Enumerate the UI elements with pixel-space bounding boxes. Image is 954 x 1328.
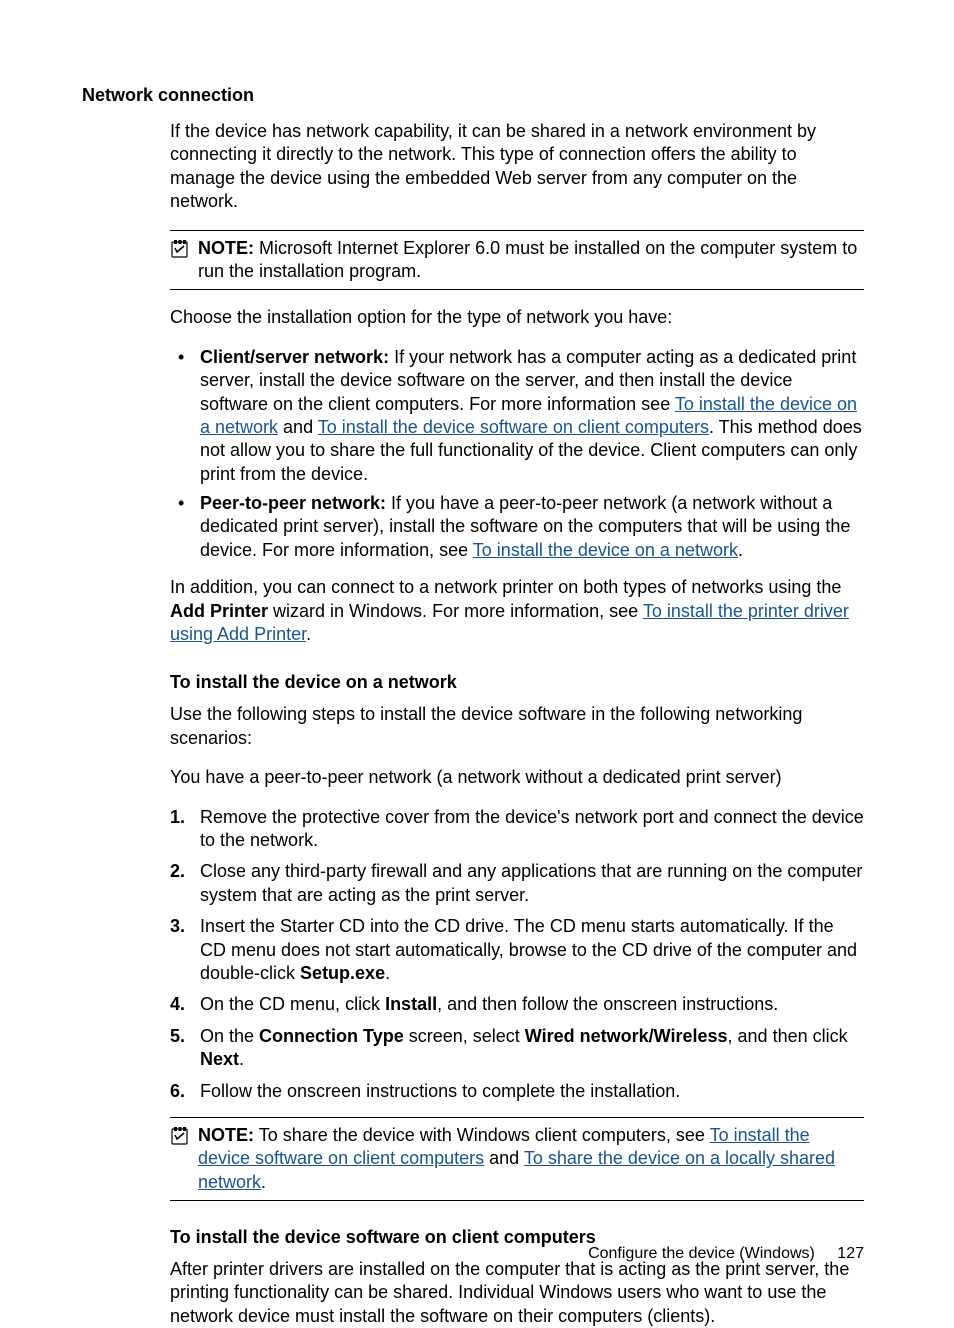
step-text: , and then click xyxy=(728,1026,848,1046)
step-text: Insert the Starter CD into the CD drive.… xyxy=(200,916,857,983)
note-text: To share the device with Windows client … xyxy=(259,1125,710,1145)
text: . xyxy=(306,624,311,644)
step-text: . xyxy=(385,963,390,983)
text: wizard in Windows. For more information,… xyxy=(268,601,643,621)
step-item: On the Connection Type screen, select Wi… xyxy=(170,1025,864,1072)
subheading-install-network: To install the device on a network xyxy=(170,672,864,693)
note-icon xyxy=(170,1126,190,1146)
bold-text: Install xyxy=(385,994,437,1014)
text: In addition, you can connect to a networ… xyxy=(170,577,841,597)
step-text: On the CD menu, click xyxy=(200,994,385,1014)
install-steps-list: Remove the protective cover from the dev… xyxy=(170,806,864,1103)
note-text: and xyxy=(484,1148,524,1168)
step-text: , and then follow the onscreen instructi… xyxy=(437,994,778,1014)
bullet-label: Client/server network: xyxy=(200,347,389,367)
page-footer: Configure the device (Windows) 127 xyxy=(588,1245,864,1263)
network-type-list: Client/server network: If your network h… xyxy=(170,346,864,563)
footer-text: Configure the device (Windows) xyxy=(588,1245,815,1262)
after-bullets-paragraph: In addition, you can connect to a networ… xyxy=(170,576,864,646)
page-number: 127 xyxy=(837,1245,864,1262)
bold-text: Add Printer xyxy=(170,601,268,621)
note-box-1: NOTE: Microsoft Internet Explorer 6.0 mu… xyxy=(170,230,864,291)
note-box-2: NOTE: To share the device with Windows c… xyxy=(170,1117,864,1201)
bullet-text: and xyxy=(278,417,318,437)
bold-text: Connection Type xyxy=(259,1026,404,1046)
note-label: NOTE: xyxy=(198,1125,254,1145)
link-install-client[interactable]: To install the device software on client… xyxy=(318,417,709,437)
bold-text: Setup.exe xyxy=(300,963,385,983)
step-item: Remove the protective cover from the dev… xyxy=(170,806,864,853)
note-label: NOTE: xyxy=(198,238,254,258)
bullet-label: Peer-to-peer network: xyxy=(200,493,386,513)
step-text: screen, select xyxy=(404,1026,525,1046)
note-icon xyxy=(170,239,190,259)
note-2-content: NOTE: To share the device with Windows c… xyxy=(198,1124,864,1194)
step-item: Insert the Starter CD into the CD drive.… xyxy=(170,915,864,985)
step-item: On the CD menu, click Install, and then … xyxy=(170,993,864,1016)
sub1-p2: You have a peer-to-peer network (a netwo… xyxy=(170,766,864,789)
page-content: Network connection If the device has net… xyxy=(0,0,954,1328)
note-text: . xyxy=(261,1172,266,1192)
step-text: On the xyxy=(200,1026,259,1046)
note-1-content: NOTE: Microsoft Internet Explorer 6.0 mu… xyxy=(198,237,864,284)
bold-text: Next xyxy=(200,1049,239,1069)
choose-text: Choose the installation option for the t… xyxy=(170,306,864,329)
step-item: Close any third-party firewall and any a… xyxy=(170,860,864,907)
link-install-network[interactable]: To install the device on a network xyxy=(473,540,738,560)
bold-text: Wired network/Wireless xyxy=(525,1026,728,1046)
step-text: . xyxy=(239,1049,244,1069)
sub1-p1: Use the following steps to install the d… xyxy=(170,703,864,750)
step-item: Follow the onscreen instructions to comp… xyxy=(170,1080,864,1103)
sub2-p1: After printer drivers are installed on t… xyxy=(170,1258,864,1328)
section-heading: Network connection xyxy=(82,85,864,106)
list-item: Peer-to-peer network: If you have a peer… xyxy=(170,492,864,562)
intro-paragraph: If the device has network capability, it… xyxy=(170,120,864,214)
list-item: Client/server network: If your network h… xyxy=(170,346,864,486)
note-text: Microsoft Internet Explorer 6.0 must be … xyxy=(198,238,857,281)
bullet-text: . xyxy=(738,540,743,560)
